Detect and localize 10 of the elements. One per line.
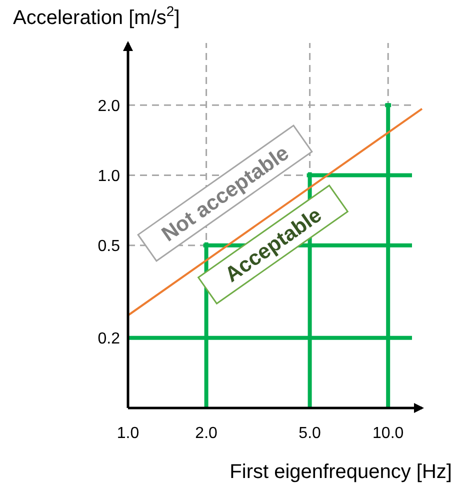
x-axis-title: First eigenfrequency [Hz] xyxy=(230,461,452,483)
x-tick-label: 5.0 xyxy=(298,425,322,442)
y-tick-label: 2.0 xyxy=(98,98,120,115)
y-tick-label: 1.0 xyxy=(98,168,120,185)
x-tick-label: 2.0 xyxy=(195,425,218,442)
x-tick-label: 10.0 xyxy=(372,425,404,442)
y-tick-label: 0.2 xyxy=(98,330,120,348)
y-axis-title: Acceleration [m/s$^{2}$] xyxy=(13,3,180,29)
x-tick-label: 1.0 xyxy=(116,425,140,442)
y-tick-label: 0.5 xyxy=(98,238,120,255)
